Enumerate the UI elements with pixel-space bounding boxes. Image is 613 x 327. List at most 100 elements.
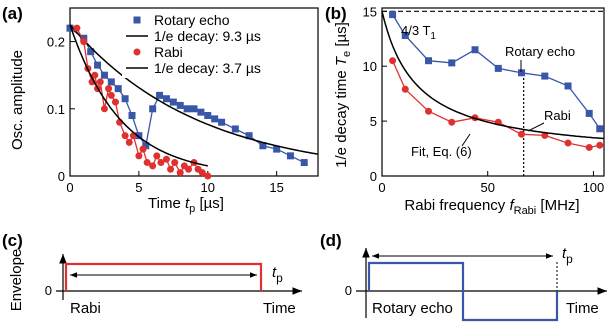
panel-a-xtick-label: 10	[201, 180, 215, 195]
panel-a-rotary-point	[300, 159, 308, 167]
panel-a-rotary-point	[231, 125, 239, 133]
panel-b-rotary-point	[401, 31, 409, 39]
panel-b-rotary-point	[564, 82, 572, 90]
panel-a-ytick-label: 0.2	[47, 35, 65, 50]
panel-a-rotary-point	[94, 61, 102, 69]
panel-a-rabi-point	[171, 159, 179, 167]
panel-a-legend-label: 1/e decay: 9.3 µs	[154, 28, 261, 44]
panel-a-rotary-point	[135, 132, 143, 140]
panel-a-rabi-point	[162, 155, 170, 163]
panel-a-rabi-point	[143, 159, 151, 167]
panel-a-rotary-point	[211, 115, 219, 123]
panel-c-pulse-label: Rabi	[70, 300, 101, 317]
panel-a-fit-line	[69, 24, 319, 155]
panel-a-rotary-point	[197, 108, 205, 116]
panel-b-xlabel: Rabi frequency fRabi [MHz]	[404, 197, 579, 217]
panel-d-zero-label: 0	[345, 283, 352, 298]
panel-b-ytick-label: 5	[370, 114, 377, 129]
panel-a-rabi-point	[111, 98, 119, 106]
panel-a-label: (a)	[2, 4, 23, 23]
panel-d-time-label: Time	[566, 300, 599, 317]
panel-b-fit-line	[381, 11, 605, 140]
panel-a-legend-swatch	[133, 48, 141, 56]
panel-a-rabi-point	[139, 145, 147, 153]
panel-a-ylabel: Osc. amplitude	[9, 50, 26, 150]
panel-a-xlabel: Time tp [µs]	[148, 195, 224, 215]
panel-b-series	[381, 10, 605, 176]
panel-a-rotary-point	[142, 142, 150, 150]
panel-b-ytick-label: 10	[363, 59, 377, 74]
panel-b-fit-pointer	[461, 133, 471, 147]
panel-b-rotary-point	[471, 46, 479, 54]
panel-d: (d) 0 tp Rotary echo Time	[320, 231, 607, 322]
panel-a-rabi-point	[96, 78, 104, 86]
panel-a-rabi-point	[105, 85, 113, 93]
panel-a-legend-swatch	[133, 16, 141, 24]
panel-d-tp-label: tp	[562, 245, 573, 266]
panel-a-xtick-label: 0	[66, 180, 73, 195]
panel-b: (b) 0 50 100 0 5 10 15 Rabi frequency fRabi [M…	[325, 4, 605, 217]
panel-a-rabi-point	[198, 169, 206, 177]
panel-b-rabi-point	[448, 118, 456, 126]
panel-a-series	[66, 24, 319, 180]
panel-a-xtick-label: 5	[135, 180, 142, 195]
panel-a-legend-bg	[122, 10, 314, 78]
panel-b-rotary-point	[448, 59, 456, 67]
panel-b-ytick-label: 15	[363, 4, 377, 19]
panel-a-rotary-point	[100, 71, 108, 79]
panel-a-rabi-point	[135, 152, 143, 160]
panel-a-rotary-point	[259, 142, 267, 150]
panel-b-rabi-point	[389, 57, 397, 65]
panel-d-pulse	[367, 261, 559, 322]
panel-b-fit-label: Fit, Eq. (6)	[411, 144, 472, 159]
panel-b-xtick-label: 100	[583, 180, 605, 195]
panel-a-rotary-point	[204, 112, 212, 120]
panel-a-rotary-point	[176, 101, 184, 109]
panel-b-rabi-point	[518, 130, 526, 138]
panel-a-rabi-point	[153, 152, 161, 160]
panel-a-rotary-point	[162, 95, 170, 103]
panel-b-rabi-line	[392, 60, 600, 149]
panel-a-legend-label: Rabi	[154, 44, 183, 60]
panel-a-rotary-point	[183, 105, 191, 113]
panel-a-rotary-point	[286, 152, 294, 160]
panel-a-rotary-point	[245, 132, 253, 140]
panel-c-zero-label: 0	[45, 283, 52, 298]
panel-b-ytick-label: 0	[370, 169, 377, 184]
panel-a-rabi-point	[167, 165, 175, 173]
panel-b-rabi-point	[596, 141, 604, 149]
panel-b-rotary-point	[425, 57, 433, 65]
panel-a-rotary-point	[66, 24, 74, 32]
panel-b-rabi-pointer	[527, 122, 545, 132]
panel-b-rabi-point	[425, 107, 433, 115]
panel-c-tp-label: tp	[272, 264, 283, 285]
panel-b-rabi-point	[401, 85, 409, 93]
panel-a-legend-label: 1/e decay: 3.7 µs	[154, 60, 261, 76]
panel-b-xtick-label: 0	[378, 180, 385, 195]
panel-b-rabi-point	[541, 131, 549, 139]
panel-a-rotary-point	[121, 95, 129, 103]
panel-a-rabi-point	[100, 105, 108, 113]
panel-a-rabi-point	[107, 91, 115, 99]
panel-d-label: (d)	[320, 231, 342, 250]
panel-b-label: (b)	[325, 4, 347, 23]
panel-b-rabi-point	[564, 139, 572, 147]
panel-a-xtick-label: 15	[269, 180, 283, 195]
panel-d-pulse-label: Rotary echo	[372, 300, 453, 317]
panel-a-rabi-point	[149, 162, 157, 170]
panel-b-frame	[381, 7, 605, 177]
panel-c: (c) Envelope 0 tp Rabi Time	[2, 231, 302, 317]
panel-c-time-label: Time	[263, 300, 296, 317]
panel-a-rabi-point	[157, 159, 165, 167]
panel-a-ytick-label: 0	[58, 169, 65, 184]
panel-a-rotary-point	[218, 118, 226, 126]
panel-a-rabi-point	[121, 132, 129, 140]
panel-b-ylabel: 1/e decay time Te [µs]	[333, 22, 353, 168]
panel-b-t1-label: 4/3 T1	[401, 23, 436, 42]
panel-a-rotary-point	[114, 85, 122, 93]
panel-a-rabi-point	[176, 169, 184, 177]
panel-b-rabi-point	[585, 143, 593, 151]
panel-a-rotary-point	[128, 112, 136, 120]
